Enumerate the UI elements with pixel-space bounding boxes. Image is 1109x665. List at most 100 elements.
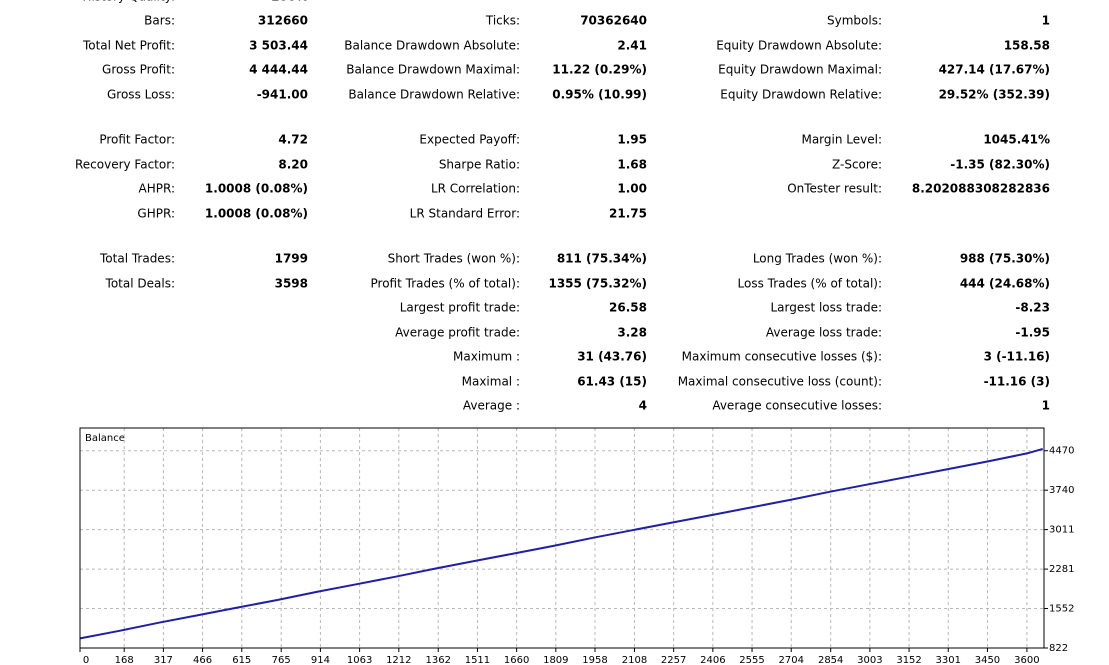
stat-value: 4 xyxy=(639,399,647,413)
stat-value: 158.58 xyxy=(1004,39,1050,53)
stat-value: 444 (24.68%) xyxy=(960,277,1050,291)
x-tick-label: 466 xyxy=(193,655,212,665)
x-tick-label: 3003 xyxy=(857,655,882,665)
stat-value: 1045.41% xyxy=(983,133,1050,147)
stat-value: 3.28 xyxy=(617,326,647,340)
stat-label: Balance Drawdown Absolute: xyxy=(344,39,520,53)
stat-value: 26.58 xyxy=(609,301,647,315)
x-tick-label: 3301 xyxy=(936,655,961,665)
stat-value: 0.95% (10.99) xyxy=(552,88,647,102)
x-tick-label: 765 xyxy=(272,655,291,665)
stat-label: AHPR: xyxy=(139,182,175,196)
x-tick-label: 615 xyxy=(232,655,251,665)
stat-label: Gross Loss: xyxy=(107,88,175,102)
y-tick-label: 3740 xyxy=(1049,485,1074,496)
chart-frame xyxy=(79,427,1045,649)
x-tick-label: 317 xyxy=(154,655,173,665)
x-tick-label: 0 xyxy=(83,655,89,665)
chart-title: Balance xyxy=(85,433,125,444)
x-tick-label: 3450 xyxy=(975,655,1000,665)
stat-value: 1799 xyxy=(275,252,308,266)
x-tick-label: 3152 xyxy=(896,655,921,665)
stat-value: -11.16 (3) xyxy=(984,375,1050,389)
stat-value: -1.35 (82.30%) xyxy=(950,158,1050,172)
stat-label: Gross Profit: xyxy=(102,63,175,77)
x-tick-label: 914 xyxy=(311,655,330,665)
stat-value: 4 444.44 xyxy=(249,63,308,77)
y-tick-label: 2281 xyxy=(1049,564,1074,575)
stat-value: 988 (75.30%) xyxy=(960,252,1050,266)
x-tick-label: 1063 xyxy=(347,655,372,665)
stat-label: GHPR: xyxy=(137,207,175,221)
stat-label: Short Trades (won %): xyxy=(388,252,520,266)
stat-label: Sharpe Ratio: xyxy=(439,158,520,172)
stat-value: 29.52% (352.39) xyxy=(939,88,1050,102)
stat-label: Equity Drawdown Relative: xyxy=(720,88,882,102)
stat-label: Z-Score: xyxy=(832,158,882,172)
stat-value: 1 xyxy=(1042,14,1050,28)
stat-label: Margin Level: xyxy=(801,133,882,147)
stat-value: 3 503.44 xyxy=(249,39,308,53)
stat-label: Profit Factor: xyxy=(99,133,175,147)
stat-value: -8.23 xyxy=(1015,301,1050,315)
stat-label: Maximal : xyxy=(462,375,520,389)
y-tick-label: 1552 xyxy=(1049,604,1074,615)
stat-label: LR Correlation: xyxy=(431,182,520,196)
x-tick-label: 2555 xyxy=(739,655,764,665)
stat-label: Total Net Profit: xyxy=(82,39,175,53)
stat-value: 1.95 xyxy=(617,133,647,147)
stat-value: 8.20 xyxy=(278,158,308,172)
x-tick-label: 2854 xyxy=(818,655,843,665)
chart-frame xyxy=(79,427,1045,649)
stat-label: Average loss trade: xyxy=(766,326,882,340)
stat-value: 427.14 (17.67%) xyxy=(939,63,1050,77)
stat-value: 312660 xyxy=(258,14,308,28)
stat-label: Loss Trades (% of total): xyxy=(738,277,883,291)
stat-value: 2.41 xyxy=(617,39,647,53)
stat-value: 100% xyxy=(271,0,308,4)
x-tick-label: 1511 xyxy=(465,655,490,665)
x-tick-label: 2406 xyxy=(700,655,725,665)
stat-value: -941.00 xyxy=(257,88,308,102)
stat-label: Average : xyxy=(463,399,520,413)
y-tick-label: 822 xyxy=(1049,643,1068,654)
stat-value: 21.75 xyxy=(609,207,647,221)
stat-label: Largest loss trade: xyxy=(770,301,882,315)
x-tick-label: 1660 xyxy=(504,655,529,665)
stat-label: Ticks: xyxy=(485,14,520,28)
stat-label: Maximum : xyxy=(453,350,520,364)
x-tick-label: 1212 xyxy=(386,655,411,665)
x-tick-label: 168 xyxy=(115,655,134,665)
x-tick-label: 3600 xyxy=(1014,655,1039,665)
y-tick-label: 4470 xyxy=(1049,446,1074,457)
stat-value: 11.22 (0.29%) xyxy=(552,63,647,77)
x-tick-label: 2257 xyxy=(661,655,686,665)
stat-label: Symbols: xyxy=(827,14,882,28)
stat-label: Profit Trades (% of total): xyxy=(371,277,520,291)
y-tick-label: 3011 xyxy=(1049,525,1074,536)
stat-label: History Quality: xyxy=(82,0,175,4)
stat-label: Expected Payoff: xyxy=(419,133,520,147)
stat-label: Equity Drawdown Maximal: xyxy=(718,63,882,77)
x-tick-label: 2108 xyxy=(622,655,647,665)
stat-value: 1 xyxy=(1042,399,1050,413)
stat-label: Equity Drawdown Absolute: xyxy=(716,39,882,53)
stat-label: Bars: xyxy=(144,14,175,28)
stat-value: 4.72 xyxy=(278,133,308,147)
stat-value: 3 (-11.16) xyxy=(984,350,1050,364)
stat-label: Total Deals: xyxy=(105,277,175,291)
stat-value: 31 (43.76) xyxy=(577,350,647,364)
stat-label: Maximum consecutive losses ($): xyxy=(682,350,882,364)
stat-label: Balance Drawdown Maximal: xyxy=(346,63,520,77)
x-tick-label: 1362 xyxy=(426,655,451,665)
stat-label: Average consecutive losses: xyxy=(712,399,882,413)
stat-label: Balance Drawdown Relative: xyxy=(348,88,520,102)
stat-value: 8.202088308282836 xyxy=(912,182,1050,196)
stat-label: Long Trades (won %): xyxy=(753,252,882,266)
stat-value: 3598 xyxy=(275,277,308,291)
stat-value: 1.0008 (0.08%) xyxy=(205,207,308,221)
stat-value: 1.0008 (0.08%) xyxy=(205,182,308,196)
stat-value: 61.43 (15) xyxy=(577,375,647,389)
stat-value: 811 (75.34%) xyxy=(557,252,647,266)
stat-value: 1.00 xyxy=(617,182,647,196)
